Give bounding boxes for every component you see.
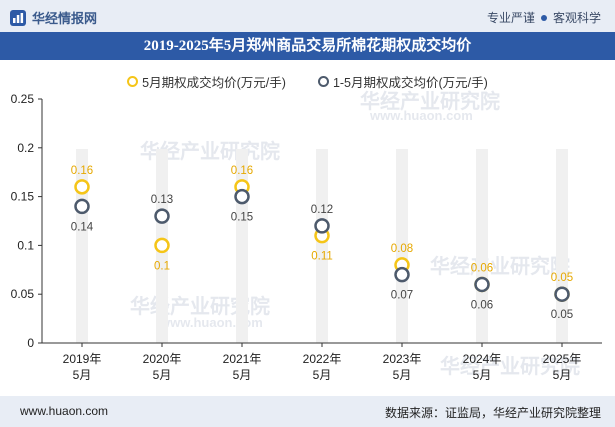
top-bar: 华经情报网 专业严谨 客观科学 [0,0,615,32]
category-band [476,149,488,343]
data-label-monthly: 0.08 [391,243,413,255]
x-tick-label: 5月 [553,368,572,382]
data-point-monthly [74,179,90,195]
x-tick-label: 2025年 [543,352,582,366]
category-band [236,149,248,343]
x-tick-label: 5月 [153,368,172,382]
y-tick-label: 0.25 [11,92,35,106]
data-label-monthly: 0.1 [154,260,170,272]
data-label-cumulative: 0.05 [551,309,573,321]
legend-item-monthly: 5月期权成交均价(万元/手) [127,72,286,91]
x-tick-label: 5月 [233,368,252,382]
legend-item-cumulative: 1-5月期权成交均价(万元/手) [317,72,488,91]
category-band [316,149,328,343]
y-tick-label: 0.05 [11,287,35,301]
slogan: 专业严谨 客观科学 [487,9,601,26]
brand-name: 华经情报网 [32,11,98,26]
slogan-right: 客观科学 [552,11,601,25]
x-tick-label: 2019年 [63,352,102,366]
data-point-cumulative [314,218,330,234]
legend-label-monthly: 5月期权成交均价(万元/手) [142,76,286,90]
x-tick-label: 2023年 [383,352,422,366]
data-label-cumulative: 0.14 [71,221,94,233]
category-band [76,149,88,343]
data-label-monthly: 0.05 [551,272,573,284]
data-label-cumulative: 0.07 [391,290,413,302]
y-tick-label: 0.15 [11,190,35,204]
data-label-monthly: 0.06 [471,262,493,274]
slogan-left: 专业严谨 [486,11,535,25]
data-label-monthly: 0.16 [231,165,253,177]
data-point-cumulative [394,266,410,283]
data-label-monthly: 0.16 [71,165,93,177]
data-point-cumulative [554,286,570,302]
slogan-dot-icon [540,14,547,21]
data-point-cumulative [234,188,250,205]
footer: www.huaon.com 数据来源：证监局，华经产业研究院整理 [0,396,615,427]
x-tick-label: 5月 [473,368,492,382]
data-label-monthly: 0.11 [311,251,333,263]
data-label-cumulative: 0.15 [231,212,253,224]
legend-marker-icon-cumulative [317,76,329,87]
data-label-cumulative: 0.06 [471,299,493,311]
legend-marker-icon-monthly [127,76,139,87]
huajing-logo-icon [10,9,26,26]
data-label-cumulative: 0.13 [151,194,173,206]
x-tick-label: 2024年 [463,352,502,366]
data-label-cumulative: 0.12 [311,204,333,216]
x-tick-label: 5月 [313,368,332,382]
footer-source: 数据来源：证监局，华经产业研究院整理 [384,406,601,420]
y-tick-label: 0 [27,336,34,350]
chart-legend: 5月期权成交均价(万元/手) 1-5月期权成交均价(万元/手) [0,72,615,91]
footer-url[interactable]: www.huaon.com [20,404,109,418]
x-tick-label: 5月 [73,368,92,382]
brand: 华经情报网 [10,8,97,27]
data-point-cumulative [154,208,170,224]
category-band [396,149,408,343]
data-point-cumulative [474,276,490,293]
x-tick-label: 2022年 [303,352,342,366]
x-tick-label: 5月 [393,368,412,382]
data-point-monthly [154,237,170,254]
legend-label-cumulative: 1-5月期权成交均价(万元/手) [332,76,488,90]
chart-title: 2019-2025年5月郑州商品交易所棉花期权成交均价 [0,32,615,60]
x-tick-label: 2021年 [223,352,262,366]
y-tick-label: 0.2 [17,141,34,155]
x-tick-label: 2020年 [143,352,182,366]
data-point-cumulative [74,198,90,215]
y-tick-label: 0.1 [17,238,34,252]
